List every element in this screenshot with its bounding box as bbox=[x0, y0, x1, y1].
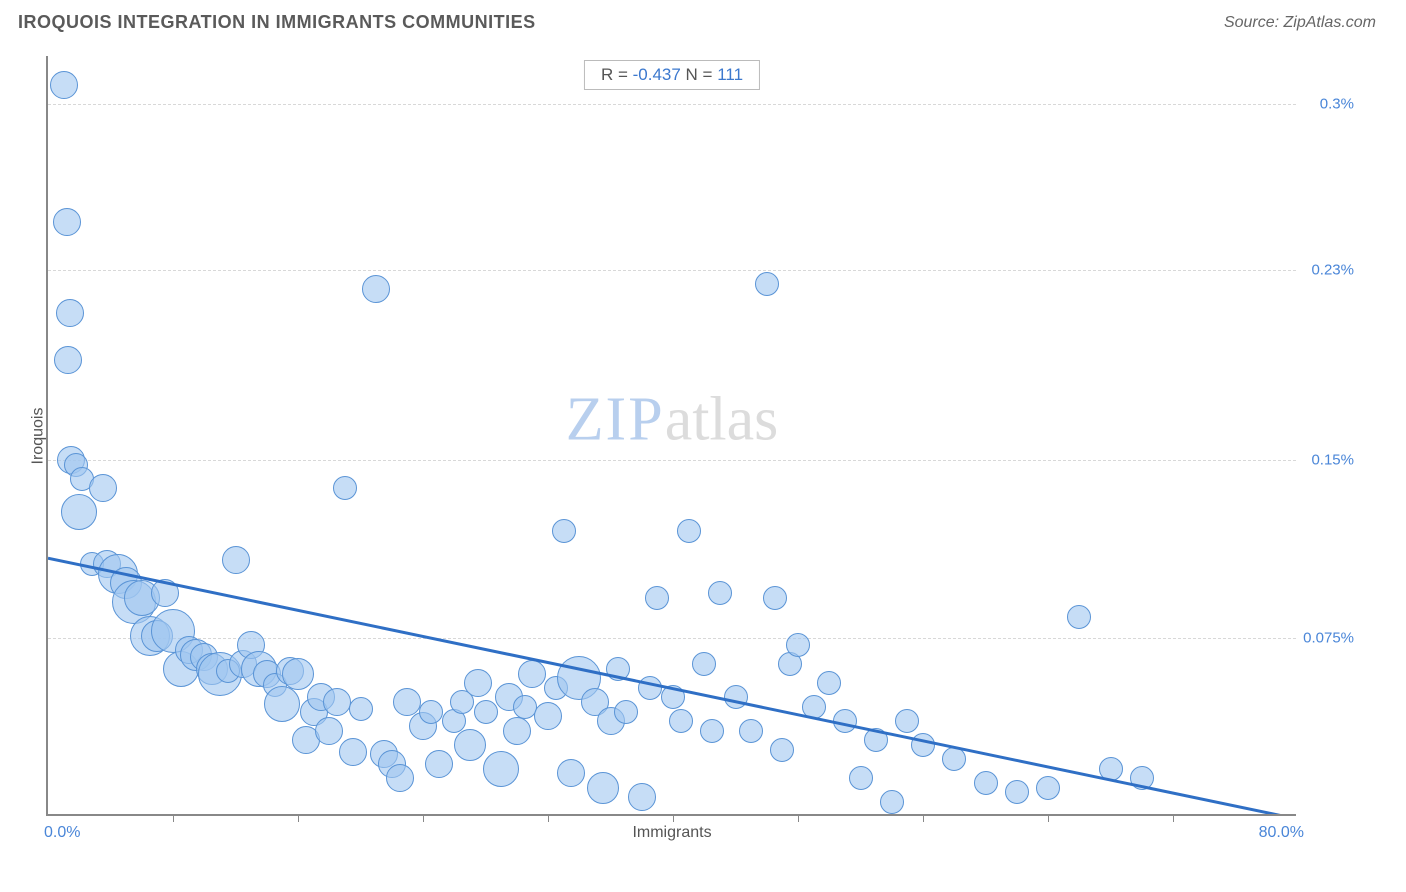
data-point[interactable] bbox=[692, 652, 716, 676]
x-tick bbox=[548, 814, 549, 822]
x-axis-min: 0.0% bbox=[44, 824, 80, 842]
stats-n-value: 111 bbox=[717, 65, 743, 84]
data-point[interactable] bbox=[315, 717, 343, 745]
data-point[interactable] bbox=[513, 695, 537, 719]
data-point[interactable] bbox=[151, 579, 179, 607]
data-point[interactable] bbox=[864, 728, 888, 752]
watermark-part1: ZIP bbox=[566, 385, 665, 453]
data-point[interactable] bbox=[557, 759, 585, 787]
data-point[interactable] bbox=[786, 633, 810, 657]
x-axis-max: 80.0% bbox=[1259, 824, 1304, 842]
data-point[interactable] bbox=[700, 719, 724, 743]
data-point[interactable] bbox=[552, 519, 576, 543]
plot-area: R = -0.437 N = 111 ZIPatlas 0.075%0.15%0… bbox=[46, 56, 1296, 816]
data-point[interactable] bbox=[349, 697, 373, 721]
data-point[interactable] bbox=[724, 685, 748, 709]
data-point[interactable] bbox=[911, 733, 935, 757]
gridline bbox=[48, 270, 1296, 271]
data-point[interactable] bbox=[89, 474, 117, 502]
data-point[interactable] bbox=[474, 700, 498, 724]
data-point[interactable] bbox=[708, 581, 732, 605]
data-point[interactable] bbox=[222, 546, 250, 574]
y-tick-label: 0.23% bbox=[1311, 261, 1354, 278]
gridline bbox=[48, 638, 1296, 639]
y-axis-label: Iroquois bbox=[29, 408, 47, 465]
data-point[interactable] bbox=[763, 586, 787, 610]
data-point[interactable] bbox=[628, 783, 656, 811]
data-point[interactable] bbox=[817, 671, 841, 695]
y-tick-label: 0.3% bbox=[1320, 95, 1354, 112]
data-point[interactable] bbox=[587, 772, 619, 804]
data-point[interactable] bbox=[614, 700, 638, 724]
data-point[interactable] bbox=[56, 299, 84, 327]
data-point[interactable] bbox=[849, 766, 873, 790]
data-point[interactable] bbox=[755, 272, 779, 296]
data-point[interactable] bbox=[386, 764, 414, 792]
data-point[interactable] bbox=[1036, 776, 1060, 800]
data-point[interactable] bbox=[339, 738, 367, 766]
data-point[interactable] bbox=[333, 476, 357, 500]
y-tick-label: 0.075% bbox=[1303, 629, 1354, 646]
data-point[interactable] bbox=[264, 686, 300, 722]
data-point[interactable] bbox=[503, 717, 531, 745]
x-tick bbox=[1173, 814, 1174, 822]
x-tick bbox=[923, 814, 924, 822]
data-point[interactable] bbox=[802, 695, 826, 719]
data-point[interactable] bbox=[425, 750, 453, 778]
data-point[interactable] bbox=[534, 702, 562, 730]
data-point[interactable] bbox=[638, 676, 662, 700]
chart-container: Iroquois R = -0.437 N = 111 ZIPatlas 0.0… bbox=[46, 56, 1344, 816]
data-point[interactable] bbox=[362, 275, 390, 303]
stats-box: R = -0.437 N = 111 bbox=[584, 60, 760, 90]
data-point[interactable] bbox=[645, 586, 669, 610]
data-point[interactable] bbox=[419, 700, 443, 724]
chart-source: Source: ZipAtlas.com bbox=[1224, 14, 1376, 32]
data-point[interactable] bbox=[606, 657, 630, 681]
data-point[interactable] bbox=[669, 709, 693, 733]
data-point[interactable] bbox=[464, 669, 492, 697]
data-point[interactable] bbox=[323, 688, 351, 716]
data-point[interactable] bbox=[483, 751, 519, 787]
gridline bbox=[48, 104, 1296, 105]
data-point[interactable] bbox=[518, 660, 546, 688]
data-point[interactable] bbox=[833, 709, 857, 733]
data-point[interactable] bbox=[1099, 757, 1123, 781]
data-point[interactable] bbox=[880, 790, 904, 814]
stats-r-label: R = bbox=[601, 65, 633, 84]
data-point[interactable] bbox=[1130, 766, 1154, 790]
data-point[interactable] bbox=[61, 494, 97, 530]
data-point[interactable] bbox=[739, 719, 763, 743]
watermark: ZIPatlas bbox=[566, 384, 779, 455]
data-point[interactable] bbox=[282, 658, 314, 690]
data-point[interactable] bbox=[53, 208, 81, 236]
watermark-part2: atlas bbox=[665, 385, 779, 453]
gridline bbox=[48, 460, 1296, 461]
stats-r-value: -0.437 bbox=[633, 65, 681, 84]
chart-title: IROQUOIS INTEGRATION IN IMMIGRANTS COMMU… bbox=[18, 12, 536, 33]
data-point[interactable] bbox=[895, 709, 919, 733]
x-tick bbox=[798, 814, 799, 822]
x-tick bbox=[173, 814, 174, 822]
data-point[interactable] bbox=[454, 729, 486, 761]
y-tick-label: 0.15% bbox=[1311, 451, 1354, 468]
data-point[interactable] bbox=[677, 519, 701, 543]
x-tick bbox=[423, 814, 424, 822]
data-point[interactable] bbox=[770, 738, 794, 762]
data-point[interactable] bbox=[1005, 780, 1029, 804]
data-point[interactable] bbox=[661, 685, 685, 709]
data-point[interactable] bbox=[54, 346, 82, 374]
data-point[interactable] bbox=[50, 71, 78, 99]
x-tick bbox=[1048, 814, 1049, 822]
data-point[interactable] bbox=[1067, 605, 1091, 629]
x-tick bbox=[298, 814, 299, 822]
data-point[interactable] bbox=[974, 771, 998, 795]
data-point[interactable] bbox=[942, 747, 966, 771]
x-tick bbox=[673, 814, 674, 822]
stats-n-label: N = bbox=[681, 65, 717, 84]
x-axis-label: Immigrants bbox=[632, 824, 711, 842]
